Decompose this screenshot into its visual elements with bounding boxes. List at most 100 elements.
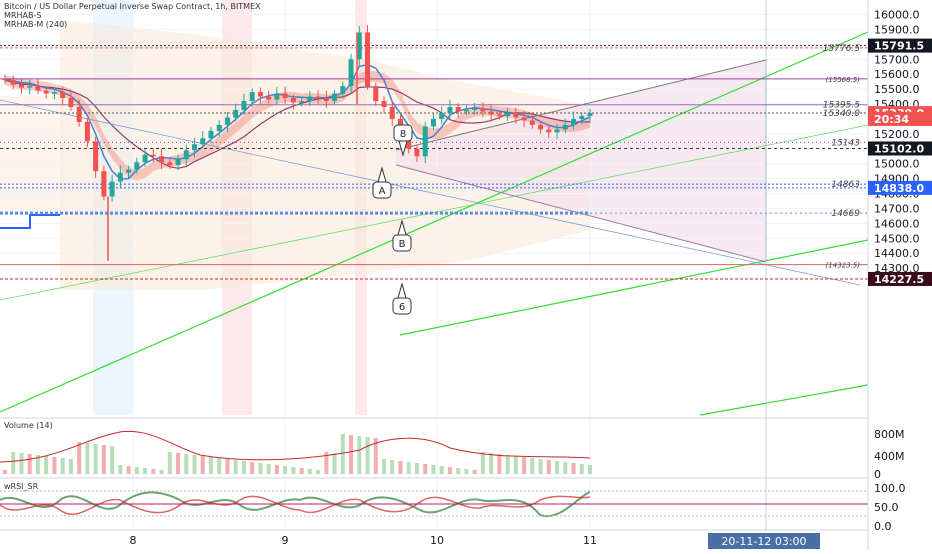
y-tick-label-17: 16000.0 (874, 9, 920, 22)
candle-body-21 (175, 159, 181, 166)
candle-body-23 (192, 144, 198, 151)
volume-bar-51 (423, 464, 428, 474)
annotation-6: 6 (392, 282, 412, 315)
volume-tick-2: 0 (874, 468, 881, 481)
y-tick-label-13: 15600.0 (874, 68, 920, 81)
y-tick-label-7: 15000.0 (874, 158, 920, 171)
candle-body-22 (183, 150, 189, 160)
candle-body-11 (93, 141, 99, 172)
volume-bar-45 (373, 438, 378, 474)
candle-body-6 (51, 92, 57, 94)
candle-body-50 (414, 148, 420, 157)
rsi-line-red (0, 495, 591, 515)
volume-bar-22 (184, 454, 189, 474)
candle-body-61 (505, 112, 511, 116)
volume-bar-50 (414, 463, 419, 474)
candle-body-16 (134, 162, 140, 170)
price-tag-2 (868, 111, 932, 126)
blue-trendline (0, 99, 861, 286)
x-tick-label-3: 11 (583, 534, 597, 547)
candle-body-27 (224, 117, 230, 125)
candle-body-18 (150, 154, 156, 157)
x-tick-label-1: 9 (282, 534, 289, 547)
candle-body-28 (233, 109, 239, 118)
volume-bar-19 (159, 470, 164, 474)
y-tick-label-0: 14300.0 (874, 262, 920, 275)
candle-body-66 (546, 129, 552, 133)
left-step-line (0, 214, 60, 229)
candle-body-19 (159, 156, 165, 163)
volume-bar-24 (200, 456, 205, 474)
volume-bar-2 (19, 453, 24, 474)
candle-body-36 (299, 101, 305, 103)
volume-bar-8 (68, 459, 73, 474)
volume-bar-9 (77, 442, 82, 474)
candle-body-44 (365, 32, 371, 87)
volume-bar-13 (110, 446, 115, 474)
level-label-4: 15143 (831, 138, 860, 148)
candle-body-24 (200, 138, 206, 145)
chart-title: Bitcoin / US Dollar Perpetual Inverse Sw… (4, 2, 261, 11)
volume-tick-1: 400M (874, 450, 905, 463)
candle-body-58 (480, 108, 486, 112)
volume-bar-44 (365, 437, 370, 474)
price-tag-text-5: 14227.5 (874, 273, 924, 286)
volume-bar-37 (307, 469, 312, 474)
rsi-label: wRSI_SR (4, 482, 39, 491)
volume-bar-41 (340, 434, 345, 474)
volume-bar-35 (291, 467, 296, 474)
rsi-line-green (0, 491, 591, 518)
indicator-label-1: MRHAB-S (4, 11, 42, 20)
candle-body-0 (2, 78, 8, 81)
candle-body-38 (315, 96, 321, 99)
volume-bar-29 (241, 461, 246, 474)
level-label-3: 15340.0 (823, 109, 860, 119)
candle-body-71 (587, 113, 593, 116)
x-tick-label-0: 8 (130, 534, 137, 547)
candle-body-12 (101, 171, 107, 197)
candle-body-39 (323, 98, 329, 102)
candle-body-14 (117, 172, 123, 182)
candle-body-26 (216, 124, 222, 131)
price-tag-4 (868, 180, 932, 195)
price-tag-text-4: 14838.0 (874, 182, 924, 195)
candle-body-59 (488, 111, 494, 115)
candle-body-55 (455, 107, 461, 112)
volume-bar-69 (571, 463, 576, 474)
candle-body-9 (76, 107, 82, 122)
candle-body-30 (249, 92, 255, 102)
candle-body-17 (142, 154, 148, 163)
volume-bar-68 (563, 462, 568, 474)
candle-body-46 (381, 101, 387, 108)
annotation-pointer-B (397, 219, 407, 236)
candle-body-2 (18, 84, 24, 88)
volume-bar-60 (497, 454, 502, 474)
candle-body-47 (389, 107, 395, 119)
rsi-tick-2: 0.0 (874, 520, 892, 533)
price-axis[interactable]: 14300.014400.014500.014600.014700.014800… (867, 0, 932, 550)
time-axis[interactable]: 8 9 10 11 20-11-12 03:00 (130, 533, 821, 549)
y-tick-label-4: 14700.0 (874, 202, 920, 215)
volume-bar-31 (258, 463, 263, 474)
candle-body-63 (521, 117, 527, 121)
volume-bar-57 (472, 470, 477, 474)
volume-bar-15 (126, 466, 131, 474)
annotations: 8 A B 6 (372, 124, 413, 315)
volume-bar-25 (208, 457, 213, 474)
candle-body-20 (167, 162, 173, 166)
volume-bar-47 (390, 460, 395, 474)
volume-bar-65 (538, 459, 543, 474)
candles (2, 25, 593, 261)
volume-bar-28 (233, 460, 238, 474)
annotation-text-B: B (399, 239, 406, 250)
volume-bar-33 (274, 465, 279, 474)
volume-bar-52 (431, 465, 436, 474)
annotation-B: B (392, 219, 412, 252)
envelope-band (60, 20, 590, 290)
volume-bar-56 (464, 469, 469, 474)
candle-body-13 (109, 181, 115, 197)
volume-bar-38 (316, 470, 321, 474)
